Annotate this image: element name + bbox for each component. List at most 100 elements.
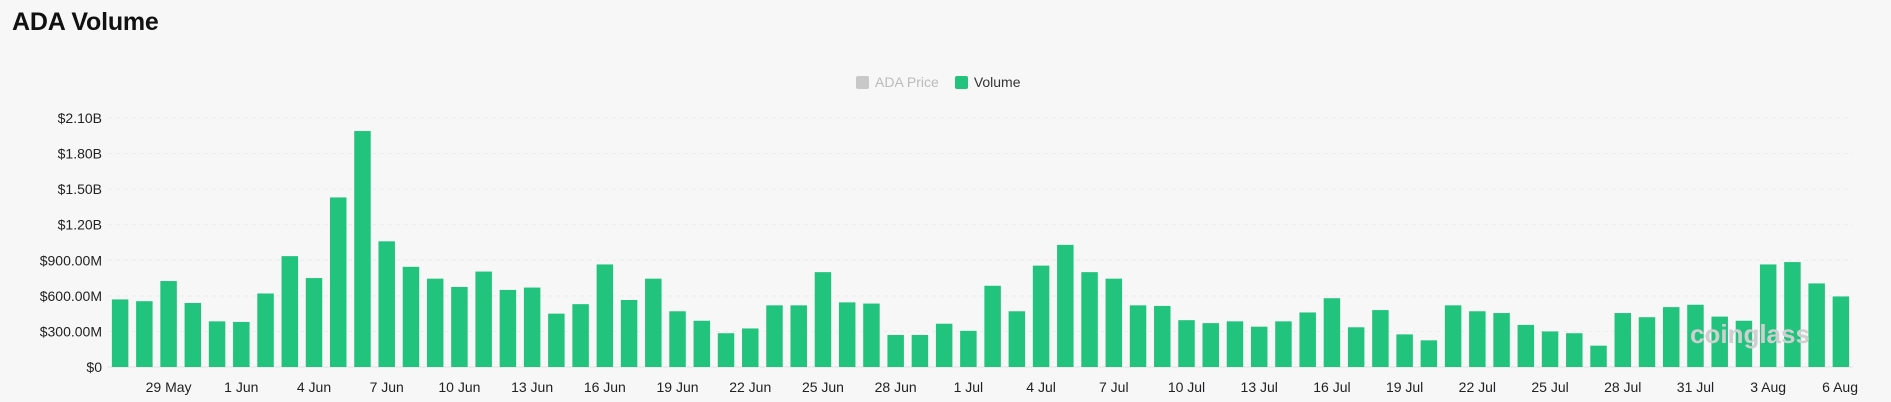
volume-bar bbox=[1614, 313, 1631, 367]
x-tick-label: 3 Aug bbox=[1750, 379, 1786, 395]
volume-bar bbox=[354, 131, 371, 367]
volume-bar bbox=[790, 305, 807, 367]
x-tick-label: 13 Jul bbox=[1241, 379, 1278, 395]
legend-swatch-volume bbox=[954, 75, 968, 89]
volume-bar bbox=[1590, 345, 1607, 367]
x-tick-label: 13 Jun bbox=[511, 379, 553, 395]
x-tick-label: 10 Jul bbox=[1168, 379, 1205, 395]
y-tick-label: $0 bbox=[86, 359, 102, 375]
volume-bar bbox=[1735, 320, 1753, 367]
volume-bar bbox=[1687, 304, 1704, 367]
volume-bar bbox=[281, 256, 299, 367]
x-tick-label: 16 Jul bbox=[1313, 379, 1350, 395]
x-tick-label: 4 Jun bbox=[297, 379, 331, 395]
volume-bar bbox=[111, 299, 129, 367]
legend-item-volume[interactable]: Volume bbox=[954, 74, 1021, 90]
volume-bar bbox=[911, 334, 929, 367]
x-tick-label: 10 Jun bbox=[438, 379, 480, 395]
x-tick-label: 19 Jun bbox=[657, 379, 699, 395]
x-tick-label: 25 Jun bbox=[802, 379, 844, 395]
volume-bar bbox=[1032, 265, 1050, 367]
x-tick-label: 7 Jun bbox=[370, 379, 404, 395]
y-tick-label: $300.00M bbox=[40, 323, 102, 339]
y-tick-label: $1.50B bbox=[58, 181, 102, 197]
x-tick-label: 19 Jul bbox=[1386, 379, 1423, 395]
volume-bar bbox=[742, 328, 759, 367]
volume-bar bbox=[1347, 327, 1365, 367]
volume-bar bbox=[1469, 311, 1486, 367]
volume-bar bbox=[693, 320, 711, 367]
volume-bar bbox=[838, 302, 856, 367]
volume-bar bbox=[1275, 321, 1292, 367]
x-tick-label: 25 Jul bbox=[1531, 379, 1568, 395]
volume-bar bbox=[402, 266, 420, 367]
volume-bar bbox=[1541, 331, 1559, 367]
volume-bar bbox=[1105, 278, 1123, 367]
volume-bar bbox=[305, 278, 323, 367]
volume-bar bbox=[1250, 326, 1268, 367]
volume-bar bbox=[1444, 305, 1462, 367]
legend-item-ada-price[interactable]: ADA Price bbox=[856, 74, 939, 90]
volume-bar bbox=[596, 264, 614, 367]
volume-bar bbox=[1081, 272, 1098, 367]
x-tick-label: 28 Jul bbox=[1604, 379, 1641, 395]
volume-bar bbox=[160, 281, 177, 367]
x-tick-label: 22 Jun bbox=[729, 379, 771, 395]
x-tick-label: 1 Jun bbox=[224, 379, 258, 395]
volume-bar bbox=[1178, 320, 1195, 367]
volume-bar bbox=[499, 289, 517, 367]
volume-bar bbox=[426, 278, 444, 367]
volume-bar bbox=[1299, 312, 1316, 367]
volume-bar bbox=[1784, 262, 1801, 367]
volume-bar bbox=[887, 334, 904, 367]
legend-label-volume: Volume bbox=[973, 74, 1021, 90]
volume-bar bbox=[208, 321, 226, 367]
legend-label-ada-price: ADA Price bbox=[875, 74, 939, 90]
volume-bar bbox=[1396, 334, 1413, 367]
y-tick-label: $2.10B bbox=[58, 110, 102, 126]
volume-bar bbox=[1662, 307, 1680, 367]
volume-bar bbox=[233, 321, 250, 367]
volume-bar bbox=[1057, 244, 1074, 367]
volume-bar bbox=[620, 300, 638, 367]
volume-bar bbox=[1832, 296, 1850, 367]
volume-bar bbox=[1638, 317, 1656, 367]
volume-bar bbox=[378, 241, 395, 367]
x-tick-label: 1 Jul bbox=[954, 379, 984, 395]
volume-bar bbox=[184, 302, 202, 367]
volume-bar bbox=[1711, 316, 1728, 367]
x-tick-label: 29 May bbox=[146, 379, 192, 395]
volume-bar bbox=[330, 197, 347, 367]
volume-bar bbox=[548, 313, 565, 367]
volume-bar bbox=[1420, 340, 1438, 367]
x-tick-label: 22 Jul bbox=[1459, 379, 1496, 395]
volume-bar bbox=[1808, 283, 1825, 367]
volume-bar bbox=[451, 286, 468, 367]
x-tick-label: 31 Jul bbox=[1677, 379, 1714, 395]
volume-bar bbox=[1129, 305, 1147, 367]
volume-bar bbox=[1323, 298, 1341, 367]
volume-bar bbox=[1008, 311, 1026, 367]
volume-bar bbox=[1154, 305, 1171, 367]
y-tick-label: $600.00M bbox=[40, 288, 102, 304]
volume-bar bbox=[1226, 321, 1244, 367]
x-tick-label: 4 Jul bbox=[1026, 379, 1056, 395]
volume-bar bbox=[717, 333, 735, 367]
volume-bar bbox=[645, 278, 662, 367]
volume-bar bbox=[1493, 313, 1510, 367]
x-tick-label: 7 Jul bbox=[1099, 379, 1129, 395]
volume-bar bbox=[257, 293, 274, 367]
volume-bar bbox=[863, 303, 880, 367]
volume-bar bbox=[1517, 324, 1535, 367]
page-title: ADA Volume bbox=[12, 8, 159, 36]
volume-bar bbox=[766, 305, 783, 367]
y-tick-label: $900.00M bbox=[40, 252, 102, 268]
volume-bar bbox=[1759, 264, 1777, 367]
volume-bar bbox=[136, 301, 153, 367]
x-tick-label: 6 Aug bbox=[1822, 379, 1858, 395]
legend-swatch-ada-price bbox=[856, 75, 869, 89]
volume-bar bbox=[572, 304, 589, 367]
volume-bar bbox=[984, 285, 1001, 367]
volume-bar bbox=[475, 271, 492, 367]
